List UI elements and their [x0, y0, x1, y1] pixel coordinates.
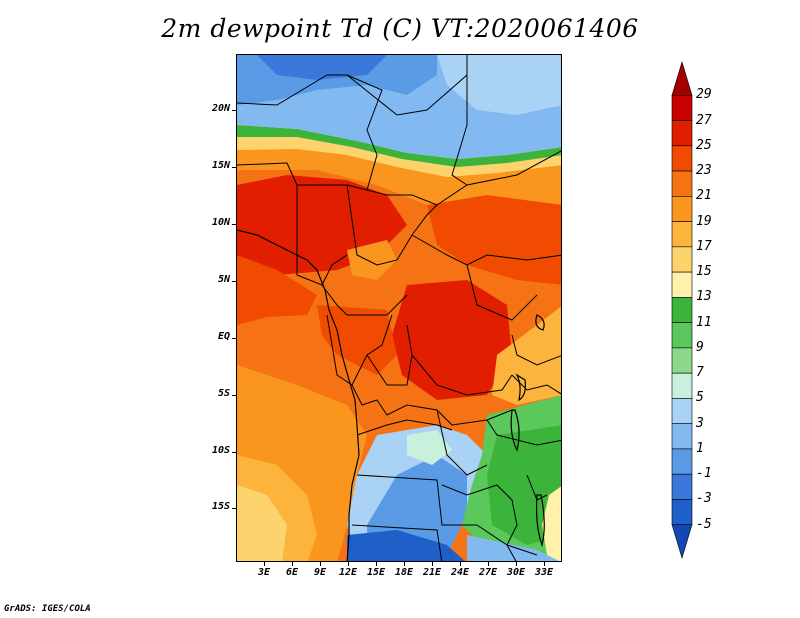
colorbar-label: 13	[696, 289, 712, 305]
coastline	[237, 229, 545, 561]
lon-label-21e: 21E	[422, 567, 442, 578]
colorbar-label: -1	[696, 466, 712, 482]
lon-label-24e: 24E	[450, 567, 470, 578]
lat-label-10n: 10N	[211, 217, 230, 228]
colorbar-segment	[671, 499, 693, 526]
lon-label-9e: 9E	[313, 567, 327, 578]
colorbar-segment	[671, 524, 693, 560]
lon-tick	[488, 562, 489, 566]
lon-tick	[264, 562, 265, 566]
lat-label-5s: 5S	[217, 388, 230, 399]
map-field-25b	[392, 280, 512, 400]
lon-tick	[348, 562, 349, 566]
lon-label-33e: 33E	[534, 567, 554, 578]
map-plot-area	[236, 54, 562, 562]
colorbar-label: 25	[696, 137, 712, 153]
map-field-19b	[347, 240, 397, 280]
map-field-11-east	[487, 425, 561, 545]
colorbar-label: 23	[696, 163, 712, 179]
colorbar-label: 9	[696, 339, 704, 355]
lat-tick	[232, 508, 236, 509]
colorbar-segment	[671, 196, 693, 222]
colorbar-label: 29	[696, 87, 712, 103]
lat-tick	[232, 167, 236, 168]
lat-tick	[232, 452, 236, 453]
colorbar-label: 1	[696, 440, 704, 456]
lon-tick	[432, 562, 433, 566]
lon-label-30e: 30E	[506, 567, 526, 578]
map-field-11-north	[237, 125, 561, 167]
map-field-7	[407, 430, 452, 465]
colorbar	[671, 60, 693, 560]
lat-label-5n: 5N	[217, 274, 230, 285]
grads-credit: GrADS: IGES/COLA	[4, 604, 91, 614]
colorbar-label: 27	[696, 112, 712, 128]
colorbar-segment	[671, 145, 693, 172]
lon-tick	[320, 562, 321, 566]
colorbar-segment	[671, 170, 693, 197]
lon-tick	[460, 562, 461, 566]
colorbar-segment	[671, 473, 693, 500]
colorbar-segment	[671, 94, 693, 121]
lat-label-20n: 20N	[211, 103, 230, 114]
colorbar-segment	[671, 246, 693, 273]
lat-label-10s: 10S	[211, 445, 230, 456]
colorbar-segment	[671, 271, 693, 298]
colorbar-label: -3	[696, 491, 712, 507]
map-field-23c	[317, 305, 397, 375]
lon-label-27e: 27E	[478, 567, 498, 578]
lat-label-eq: EQ	[217, 331, 230, 342]
map-field-17-east	[492, 306, 561, 405]
lon-tick	[376, 562, 377, 566]
colorbar-segment	[671, 423, 693, 450]
colorbar-segment	[671, 398, 693, 424]
colorbar-label: 21	[696, 188, 712, 204]
colorbar-segment	[671, 347, 693, 374]
lon-label-18e: 18E	[394, 567, 414, 578]
colorbar-label: -5	[696, 516, 712, 532]
colorbar-label: 11	[696, 314, 712, 330]
dewpoint-map	[237, 55, 561, 561]
lon-tick	[516, 562, 517, 566]
lat-tick	[232, 338, 236, 339]
map-field-neg3-south	[347, 530, 465, 561]
colorbar-segment	[671, 120, 693, 147]
lon-label-6e: 6E	[285, 567, 299, 578]
colorbar-segment	[671, 221, 693, 248]
lon-label-15e: 15E	[366, 567, 386, 578]
lon-label-12e: 12E	[338, 567, 358, 578]
colorbar-segment	[671, 297, 693, 323]
map-field-neg3	[257, 55, 387, 80]
colorbar-segment	[671, 372, 693, 399]
map-title: 2m dewpoint Td (C) VT:2020061406	[161, 14, 639, 43]
colorbar-label: 15	[696, 264, 712, 280]
colorbar-segment	[671, 448, 693, 475]
lon-tick	[544, 562, 545, 566]
map-field-23b	[427, 195, 561, 285]
map-field-5	[437, 55, 561, 115]
lon-tick	[292, 562, 293, 566]
lon-label-3e: 3E	[257, 567, 271, 578]
colorbar-segments	[671, 60, 693, 560]
lon-tick	[404, 562, 405, 566]
colorbar-segment	[671, 60, 693, 96]
lat-label-15n: 15N	[211, 160, 230, 171]
lat-label-15s: 15S	[211, 501, 230, 512]
map-field-15	[237, 485, 287, 561]
lat-tick	[232, 281, 236, 282]
colorbar-segment	[671, 322, 693, 349]
colorbar-label: 7	[696, 365, 704, 381]
colorbar-label: 3	[696, 415, 704, 431]
colorbar-label: 19	[696, 213, 712, 229]
lat-tick	[232, 395, 236, 396]
map-field-23a	[237, 255, 317, 325]
map-field-13-east	[542, 486, 561, 561]
colorbar-label: 17	[696, 238, 712, 254]
lat-tick	[232, 224, 236, 225]
lat-tick	[232, 110, 236, 111]
colorbar-label: 5	[696, 390, 704, 406]
